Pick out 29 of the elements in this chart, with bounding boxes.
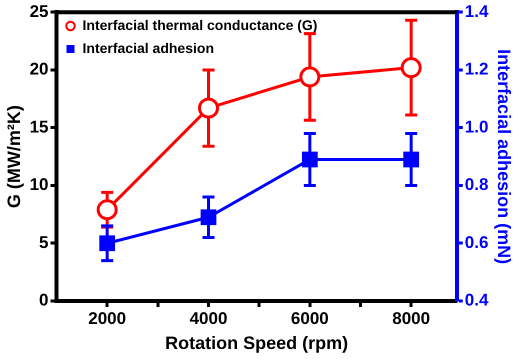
point [198, 98, 220, 119]
y2-tick-label: 1.0 [464, 117, 488, 136]
y-tick-label: 20 [30, 60, 49, 79]
x-tick-label: 2000 [88, 308, 126, 328]
y-tick-label: 0 [39, 290, 49, 310]
legend-label: Interfacial thermal conductance (G) [82, 16, 318, 33]
y-tick-label: 15 [30, 117, 49, 136]
y-tick-label: 10 [30, 175, 49, 194]
y2-tick-label: 1.4 [464, 2, 489, 21]
x-tick-label: 4000 [190, 308, 228, 328]
y2-tick-label: 0.6 [464, 232, 488, 252]
point [302, 152, 318, 168]
x-tick-label: 8000 [392, 308, 430, 328]
x-tick-label: 6000 [290, 308, 329, 328]
x-axis-title: Rotation Speed (rpm) [165, 333, 348, 354]
point [400, 57, 422, 78]
legend-label: Interfacial adhesion [82, 40, 214, 56]
y2-tick-label: 0.4 [464, 290, 489, 310]
y2-tick-label: 0.8 [464, 175, 488, 194]
y-tick-label: 25 [30, 2, 49, 21]
point [403, 152, 420, 168]
y-tick-label: 5 [39, 232, 49, 252]
y2-axis-title: Interfacial adhesion (mN) [494, 49, 514, 264]
y-axis-title: G (MW/m²K) [4, 105, 24, 208]
point [99, 235, 116, 252]
point [200, 209, 216, 226]
point [96, 199, 118, 220]
point [299, 66, 320, 88]
y2-tick-label: 1.2 [464, 60, 488, 79]
